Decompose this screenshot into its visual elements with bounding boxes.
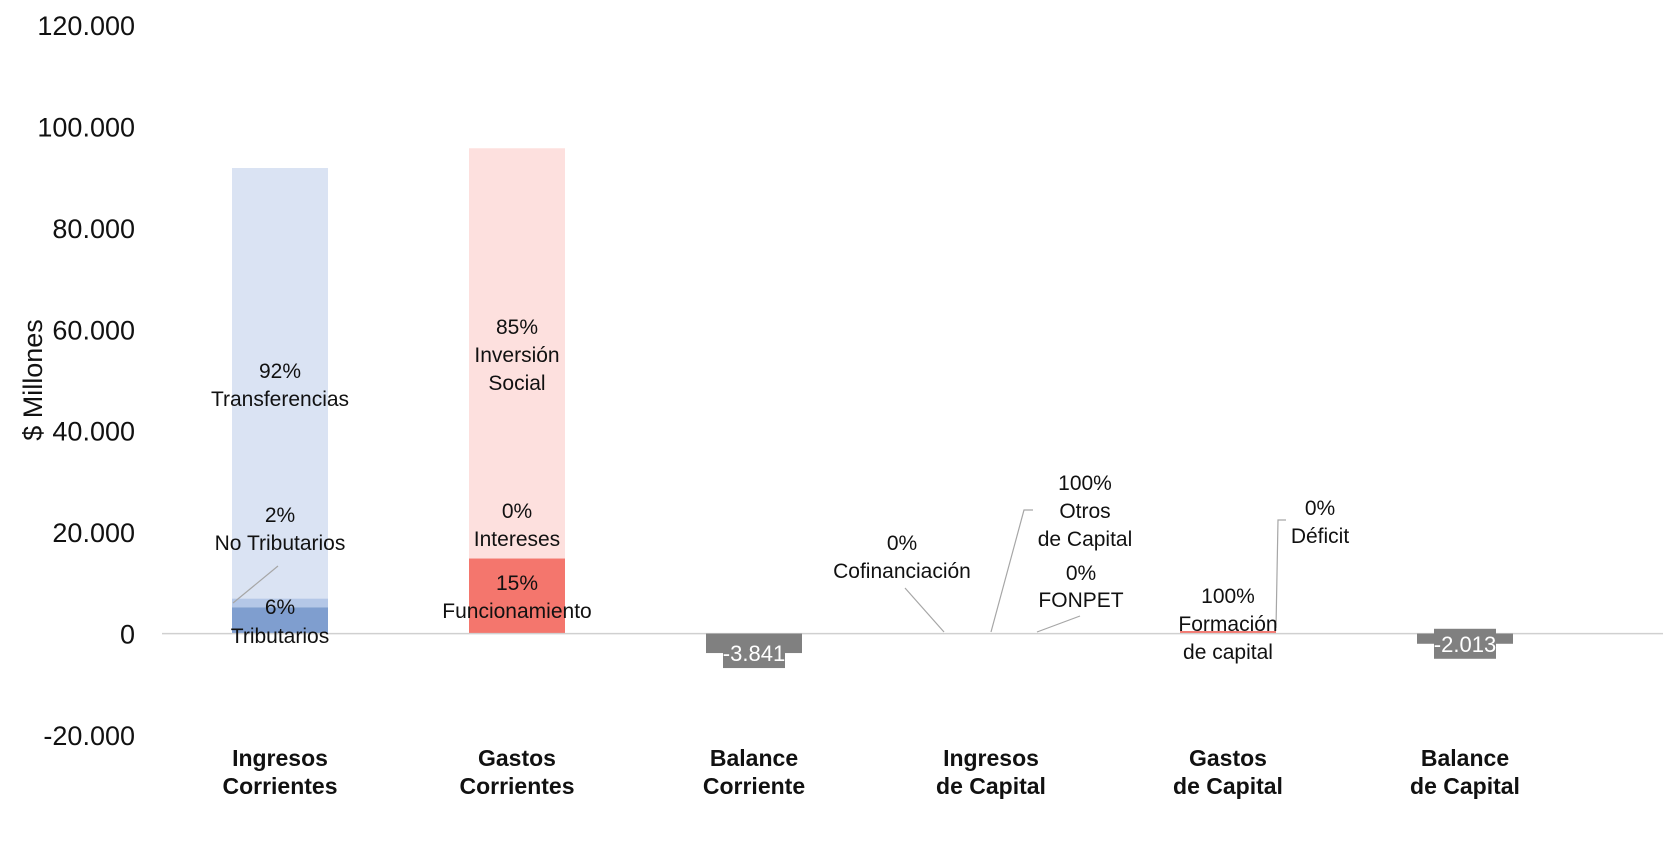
- annotation-funcionamiento-pct: 15%: [496, 572, 538, 595]
- x-category-label-line1: Gastos: [1189, 745, 1267, 771]
- x-category-label-line1: Gastos: [478, 745, 556, 771]
- annotation-transferencias-label: Transferencias: [211, 388, 349, 411]
- annotation-tributarios-pct: 6%: [265, 596, 295, 619]
- annotation-inversion-social-pct: 85%: [496, 316, 538, 339]
- y-axis-ticks: 120.000 100.000 80.000 60.000 40.000 20.000 0 -…: [37, 11, 135, 751]
- annotation-intereses-label: Intereses: [474, 528, 560, 551]
- y-tick-label: 60.000: [52, 315, 135, 345]
- x-category-label-line2: Corrientes: [222, 773, 337, 799]
- annotation-fonpet-label: FONPET: [1038, 589, 1123, 612]
- annotation-otros-capital-label-1: Otros: [1059, 500, 1110, 523]
- annotation-otros-capital-pct: 100%: [1058, 472, 1112, 495]
- y-axis-label: $ Millones: [18, 319, 48, 441]
- annotation-cofinanciacion-label: Cofinanciación: [833, 560, 971, 583]
- balance-label-box: [1434, 628, 1496, 659]
- balance-value-label: -2.013: [1434, 632, 1496, 657]
- annotations: 92% Transferencias 2% No Tributarios 6% …: [211, 316, 1349, 664]
- leader-line: [904, 587, 945, 633]
- y-tick-label: 0: [120, 620, 135, 650]
- balance-markers: -3.841 -2.013: [706, 628, 1513, 669]
- annotation-intereses-pct: 0%: [502, 500, 532, 523]
- annotation-funcionamiento-label: Funcionamiento: [442, 600, 591, 623]
- annotation-formacion-capital-pct: 100%: [1201, 585, 1255, 608]
- leader-lines: [232, 509, 1286, 633]
- bar-segment-tributarios: [232, 607, 328, 634]
- annotation-fonpet-pct: 0%: [1066, 562, 1096, 585]
- bar-segment-formación-de-capital: [1180, 631, 1276, 634]
- x-category-label-line2: Corrientes: [459, 773, 574, 799]
- y-axis-title: $ Millones: [18, 319, 48, 441]
- leader-line: [1275, 519, 1286, 629]
- annotation-transferencias-pct: 92%: [259, 360, 301, 383]
- bar-segment-no-tributarios: [232, 598, 328, 608]
- annotation-otros-capital-label-2: de Capital: [1038, 528, 1133, 551]
- x-axis-categories: IngresosCorrientesGastosCorrientesBalanc…: [222, 745, 1519, 799]
- x-category-label-line2: de Capital: [1410, 773, 1520, 799]
- leader-line: [1036, 615, 1081, 633]
- x-category-label-line2: de Capital: [936, 773, 1046, 799]
- x-category-label-line1: Balance: [1421, 745, 1509, 771]
- annotation-tributarios-label: Tributarios: [231, 625, 329, 648]
- leader-line: [232, 565, 279, 604]
- y-tick-label: 120.000: [37, 11, 135, 41]
- annotation-no-tributarios-label: No Tributarios: [215, 532, 346, 555]
- y-tick-label: -20.000: [43, 721, 135, 751]
- x-category-label-line2: Corriente: [703, 773, 805, 799]
- bars: [232, 148, 1276, 634]
- y-tick-label: 20.000: [52, 518, 135, 548]
- bar-segment-funcionamiento: [469, 558, 565, 634]
- annotation-inversion-social-label-2: Social: [488, 372, 545, 395]
- bar-segment-inversión-social: [469, 148, 565, 559]
- annotation-deficit-label: Déficit: [1291, 525, 1350, 548]
- annotation-formacion-capital-label-1: Formación: [1178, 613, 1277, 636]
- x-category-label-line1: Balance: [710, 745, 798, 771]
- annotation-deficit-pct: 0%: [1305, 497, 1335, 520]
- balance-value-label: -3.841: [723, 641, 785, 666]
- bar-segment-transferencias: [232, 168, 328, 599]
- annotation-formacion-capital-label-2: de capital: [1183, 641, 1273, 664]
- annotation-no-tributarios-pct: 2%: [265, 504, 295, 527]
- x-category-label-line1: Ingresos: [943, 745, 1039, 771]
- x-category-label-line1: Ingresos: [232, 745, 328, 771]
- annotation-inversion-social-label-1: Inversión: [474, 344, 559, 367]
- y-tick-label: 100.000: [37, 112, 135, 142]
- annotation-cofinanciacion-pct: 0%: [887, 532, 917, 555]
- y-tick-label: 80.000: [52, 214, 135, 244]
- y-tick-label: 40.000: [52, 417, 135, 447]
- balance-label-box: [723, 638, 785, 669]
- leader-line: [990, 509, 1033, 633]
- x-category-label-line2: de Capital: [1173, 773, 1283, 799]
